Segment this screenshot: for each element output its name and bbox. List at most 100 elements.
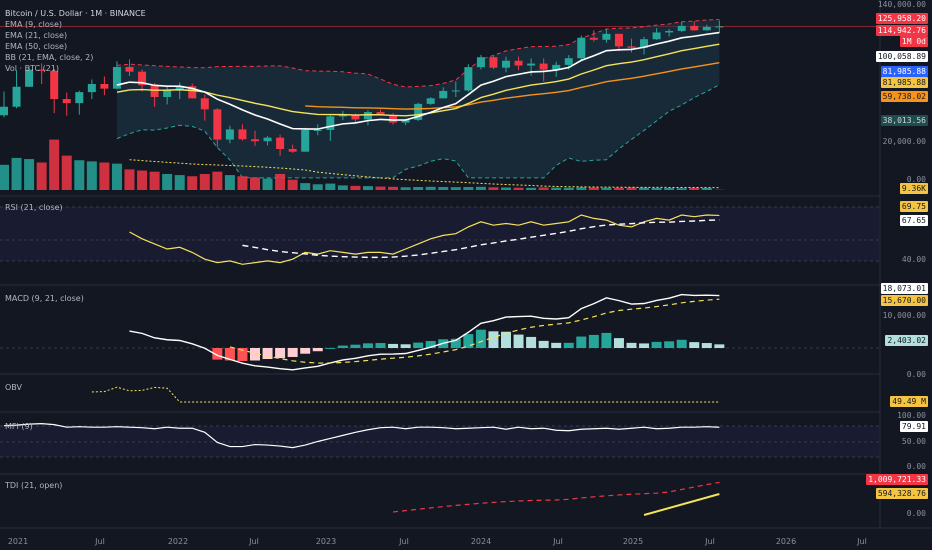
obv-line [91, 386, 720, 403]
volume-bar [287, 179, 298, 190]
candle-body [665, 30, 674, 33]
volume-bar [664, 188, 675, 190]
rsi-ma-badge: 67.65 [899, 215, 928, 226]
price-badge: 59,738.02 [880, 91, 928, 102]
mfi-label[interactable]: MFI (9) [5, 422, 33, 431]
volume-bar [250, 177, 260, 190]
candle-body [100, 83, 109, 89]
macd-histogram-bar [375, 343, 386, 348]
candle-body [25, 69, 34, 87]
time-axis-label: Jul [95, 537, 105, 546]
macd-label[interactable]: MACD (9, 21, close) [5, 294, 84, 303]
candle-body [514, 60, 523, 66]
bb-upper-line [116, 18, 720, 88]
candle-body [75, 92, 84, 104]
candle-body [238, 129, 247, 140]
mfi-tick-label: 0.00 [906, 462, 926, 471]
macd-histogram-bar [300, 348, 311, 354]
macd-histogram-bar [664, 341, 675, 348]
macd-histogram-bar [501, 331, 511, 348]
price-badge: 114,942.76 [875, 25, 928, 36]
tdi-yellow-badge: 594,328.76 [875, 488, 928, 499]
volume-bar [538, 187, 549, 190]
volume-bar [224, 175, 235, 190]
volume-bar [475, 186, 486, 190]
macd-histogram-bar [563, 342, 574, 348]
candle-body [62, 99, 71, 104]
ema50-line [305, 62, 720, 110]
tdi-label[interactable]: TDI (21, open) [5, 481, 63, 490]
macd-histogram-bar [588, 334, 599, 348]
volume-bar [99, 162, 110, 190]
time-axis-label: Jul [399, 537, 409, 546]
volume-bar [300, 183, 311, 190]
mfi-tick-label: 100.00 [897, 411, 926, 420]
legend-ema21[interactable]: EMA (21, close) [5, 31, 68, 40]
price-tick-label: 20,000.00 [882, 137, 926, 146]
volume-bar [639, 187, 650, 190]
rsi-value-badge: 69.75 [899, 201, 928, 212]
candle-body [552, 64, 561, 70]
macd-histogram-bar [651, 341, 662, 348]
candle-body [200, 98, 209, 110]
candle-body [351, 114, 360, 120]
mfi-value-badge: 79.91 [899, 421, 928, 432]
candle-body [464, 67, 473, 91]
price-badge: 81,985.88 [880, 77, 928, 88]
time-axis-label: 2022 [167, 537, 189, 546]
volume-bar [601, 187, 612, 190]
volume-bar [651, 187, 662, 190]
volume-bar [199, 173, 210, 190]
volume-ma-line [129, 159, 720, 189]
legend-ema9[interactable]: EMA (9, close) [5, 20, 62, 29]
volume-bar [701, 187, 712, 190]
volume-bar [526, 187, 537, 190]
time-axis-label: Jul [249, 537, 259, 546]
candle-body [614, 33, 623, 47]
price-badge: 81,985.88 [880, 66, 928, 77]
macd-histogram-bar [325, 347, 336, 349]
volume-bar [563, 187, 574, 190]
obv-label[interactable]: OBV [5, 383, 23, 392]
time-axis-label: 2026 [775, 537, 797, 546]
candle-body [439, 90, 448, 99]
mfi-band [0, 426, 880, 457]
macd-histogram-bar [287, 348, 298, 357]
candle-body [677, 25, 686, 31]
macd-histogram-bar [526, 336, 537, 348]
candle-body [0, 106, 8, 116]
macd-histogram-bar [576, 336, 587, 348]
volume-bar [588, 187, 599, 190]
macd-signal-line [229, 298, 720, 364]
volume-bar [375, 186, 386, 190]
candle-body [564, 58, 573, 65]
legend-ema50[interactable]: EMA (50, close) [5, 42, 68, 51]
volume-bar [626, 187, 637, 190]
candle-body [539, 63, 548, 70]
candle-body [602, 33, 611, 40]
macd-histogram-bar [312, 348, 323, 352]
volume-bar [362, 186, 373, 190]
candle-body [251, 139, 259, 142]
macd-histogram-bar [362, 343, 373, 348]
tdi-yellow-line [643, 493, 720, 516]
legend-bb[interactable]: BB (21, EMA, close, 2) [5, 53, 94, 62]
price-tick-label: 140,000.00 [877, 0, 926, 9]
macd-histogram-bar [275, 348, 286, 359]
time-axis-label: 2025 [622, 537, 644, 546]
volume-bar [350, 185, 361, 190]
candle-body [414, 103, 423, 120]
volume-bar [86, 161, 97, 190]
macd-tick-label: 10,000.00 [882, 311, 926, 320]
volume-bar [676, 188, 687, 190]
time-axis-label: 2021 [7, 537, 29, 546]
candle-body [338, 114, 347, 117]
rsi-label[interactable]: RSI (21, close) [5, 203, 63, 212]
macd-histogram-bar [224, 348, 235, 361]
mfi-line [3, 423, 720, 449]
volume-bar [237, 176, 248, 190]
volume-bar [325, 183, 336, 190]
volume-bar [174, 175, 185, 190]
legend-volume[interactable]: Vol · BTC (21) [5, 64, 60, 73]
